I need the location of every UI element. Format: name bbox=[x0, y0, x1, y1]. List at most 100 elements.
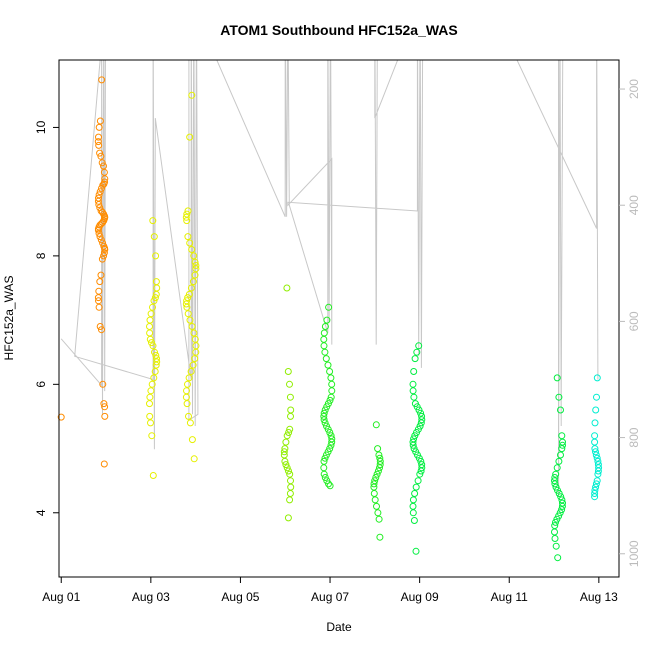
data-point bbox=[100, 400, 108, 408]
data-point bbox=[101, 175, 109, 183]
data-point bbox=[326, 368, 334, 375]
data-point bbox=[375, 515, 383, 523]
data-point bbox=[183, 217, 191, 225]
y-tick-label: 8 bbox=[34, 252, 48, 259]
data-point bbox=[320, 409, 328, 417]
data-point bbox=[376, 533, 384, 541]
data-point bbox=[186, 419, 194, 427]
x-tick-label: Aug 03 bbox=[132, 590, 170, 604]
data-point bbox=[327, 441, 335, 449]
data-point bbox=[184, 294, 192, 302]
data-point bbox=[325, 480, 332, 488]
data-point bbox=[98, 159, 106, 167]
data-point bbox=[593, 454, 601, 462]
data-point bbox=[551, 528, 558, 536]
data-point bbox=[189, 361, 197, 369]
data-point bbox=[552, 470, 560, 478]
data-point bbox=[592, 483, 600, 491]
data-point bbox=[95, 229, 103, 237]
data-point bbox=[321, 419, 329, 427]
data-point bbox=[146, 412, 154, 420]
data-point bbox=[183, 303, 191, 311]
y-tick-label: 4 bbox=[34, 509, 48, 516]
data-point bbox=[417, 457, 425, 465]
data-point bbox=[184, 207, 192, 215]
data-point bbox=[95, 133, 102, 141]
data-point bbox=[192, 348, 200, 356]
data-point bbox=[284, 514, 292, 522]
data-point bbox=[96, 323, 104, 330]
data-point bbox=[414, 477, 422, 485]
y-axis-title: HFC152a_WAS bbox=[2, 276, 16, 361]
data-point bbox=[371, 496, 379, 504]
data-point bbox=[551, 480, 559, 488]
data-point bbox=[326, 482, 334, 490]
data-point bbox=[190, 252, 198, 260]
data-point bbox=[95, 123, 103, 131]
plot-frame bbox=[58, 59, 620, 578]
data-point bbox=[94, 226, 102, 234]
data-point bbox=[321, 406, 329, 414]
data-point bbox=[151, 368, 159, 375]
x-axis: Aug 01 Aug 03 Aug 05 Aug 07 Aug 09 Aug 11 Aug … bbox=[42, 577, 618, 604]
data-point bbox=[98, 184, 105, 192]
data-point bbox=[593, 374, 601, 382]
data-point bbox=[410, 393, 418, 401]
data-point bbox=[328, 387, 336, 395]
data-point bbox=[591, 419, 599, 427]
data-point bbox=[418, 416, 426, 424]
data-point bbox=[557, 451, 564, 459]
data-point bbox=[147, 419, 154, 427]
data-point bbox=[558, 502, 566, 510]
data-point bbox=[554, 554, 562, 562]
data-point bbox=[593, 393, 600, 401]
data-point bbox=[95, 201, 103, 208]
data-point bbox=[409, 438, 417, 446]
data-point bbox=[287, 412, 294, 420]
data-point bbox=[374, 467, 382, 475]
y2-tick-label: 600 bbox=[627, 311, 641, 331]
data-point bbox=[373, 470, 381, 478]
data-point bbox=[376, 464, 383, 472]
data-point bbox=[186, 239, 194, 247]
data-point bbox=[286, 496, 294, 504]
data-point bbox=[150, 297, 158, 305]
data-point bbox=[593, 477, 601, 485]
secondary-y-axis: 200 400 600 800 1000 bbox=[619, 79, 641, 567]
data-point bbox=[417, 409, 425, 417]
data-point bbox=[592, 448, 599, 456]
data-point bbox=[558, 496, 566, 504]
data-point bbox=[286, 380, 293, 388]
data-point bbox=[186, 316, 194, 324]
data-point bbox=[286, 425, 294, 433]
data-point bbox=[147, 387, 155, 395]
data-point bbox=[184, 233, 192, 241]
data-point bbox=[559, 441, 566, 449]
y2-tick-label: 1000 bbox=[627, 540, 641, 567]
data-point bbox=[152, 351, 160, 359]
data-point bbox=[151, 348, 158, 356]
data-point bbox=[100, 252, 108, 260]
data-point bbox=[283, 464, 291, 472]
data-point bbox=[192, 265, 200, 273]
x-tick-label: Aug 13 bbox=[580, 590, 618, 604]
data-point bbox=[320, 342, 328, 350]
data-point bbox=[374, 509, 382, 517]
data-point bbox=[286, 393, 294, 401]
data-point bbox=[416, 470, 424, 478]
data-point bbox=[372, 474, 380, 481]
data-point bbox=[321, 454, 329, 462]
data-point bbox=[100, 460, 108, 468]
data-point bbox=[592, 451, 600, 459]
data-point bbox=[94, 197, 102, 205]
data-point bbox=[373, 502, 380, 510]
data-point bbox=[189, 278, 197, 286]
data-point bbox=[185, 374, 193, 382]
x-axis-title: Date bbox=[326, 620, 352, 634]
data-point bbox=[147, 310, 155, 318]
data-point bbox=[287, 406, 295, 414]
data-point bbox=[152, 252, 160, 260]
data-point bbox=[287, 477, 294, 485]
data-point bbox=[285, 429, 293, 436]
data-point bbox=[415, 342, 423, 350]
